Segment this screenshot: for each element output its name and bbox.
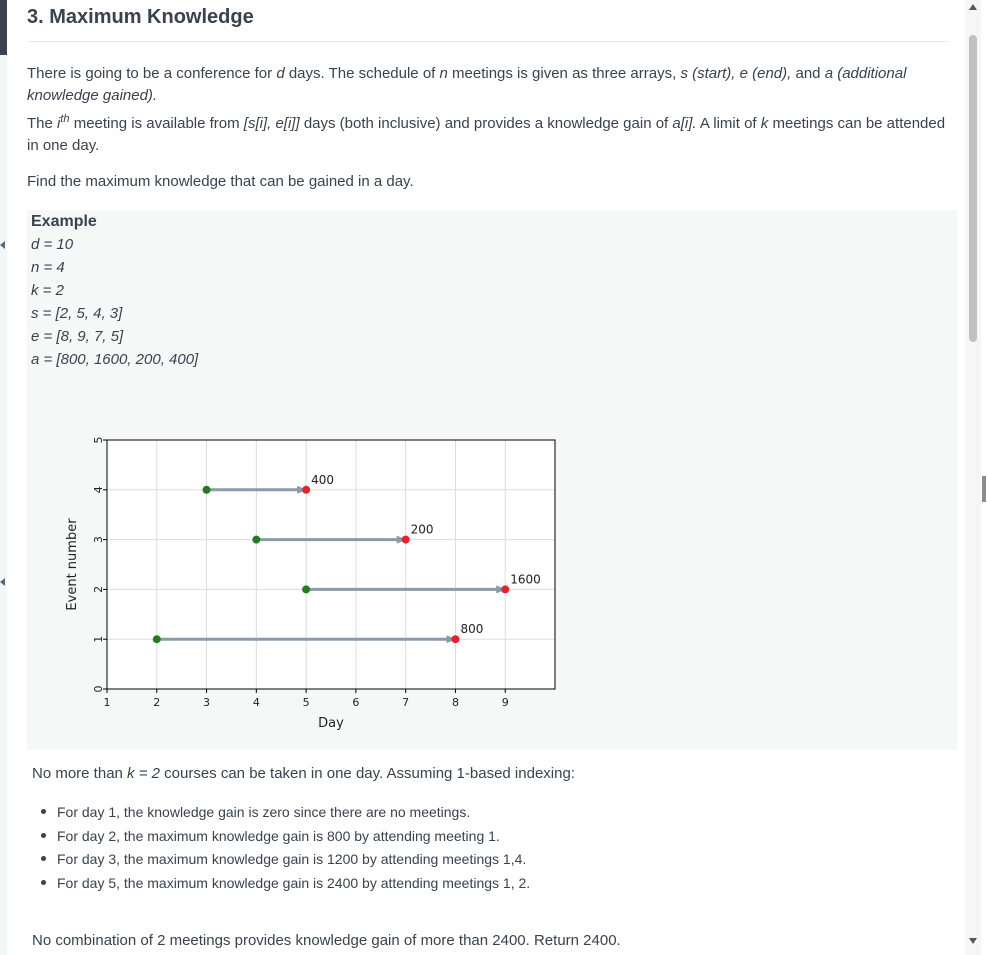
interval-value-label: 400 bbox=[311, 473, 334, 487]
problem-title: 3. Maximum Knowledge bbox=[27, 6, 254, 28]
end-point bbox=[451, 635, 460, 644]
example-heading: Example bbox=[31, 213, 97, 230]
scrollbar-thumb[interactable] bbox=[969, 35, 977, 342]
interval-value-label: 1600 bbox=[510, 572, 541, 586]
meeting-definition: The ith meeting is available from [s[i],… bbox=[27, 113, 946, 154]
conclusion-text: No combination of 2 meetings provides kn… bbox=[32, 932, 621, 949]
x-tick-label: 2 bbox=[153, 696, 160, 709]
list-item: For day 3, the maximum knowledge gain is… bbox=[40, 849, 530, 873]
interval-value-label: 800 bbox=[460, 622, 483, 636]
intro-paragraph: There is going to be a conference for d … bbox=[27, 65, 907, 104]
explanation-lead: No more than k = 2 courses can be taken … bbox=[32, 765, 575, 782]
example-k: k = 2 bbox=[31, 282, 64, 299]
meeting-interval-chart: 1 2 3 4 5 6 7 8 9 0 1 2 3 4 5 800 1600 200 400 Day Event num… bbox=[65, 437, 556, 731]
end-point bbox=[501, 585, 510, 594]
example-n: n = 4 bbox=[31, 259, 65, 276]
left-panel-header bbox=[0, 0, 7, 55]
collapse-arrow-icon[interactable] bbox=[0, 578, 5, 586]
resize-handle-icon[interactable] bbox=[982, 476, 986, 502]
y-tick-label: 5 bbox=[92, 437, 105, 444]
problem-statement: 3. Maximum Knowledge There is going to b… bbox=[7, 0, 965, 955]
scroll-down-icon[interactable] bbox=[969, 938, 977, 944]
title-divider bbox=[27, 41, 947, 42]
x-tick-label: 3 bbox=[203, 696, 210, 709]
example-e: e = [8, 9, 7, 5] bbox=[31, 328, 124, 345]
list-item: For day 5, the maximum knowledge gain is… bbox=[40, 873, 530, 897]
x-tick-label: 7 bbox=[402, 696, 409, 709]
x-tick-label: 6 bbox=[352, 696, 359, 709]
list-item: For day 1, the knowledge gain is zero si… bbox=[40, 802, 530, 826]
task-statement: Find the maximum knowledge that can be g… bbox=[27, 173, 414, 190]
y-tick-label: 1 bbox=[92, 636, 105, 643]
x-tick-label: 9 bbox=[502, 696, 509, 709]
y-tick-label: 2 bbox=[92, 586, 105, 593]
example-d: d = 10 bbox=[31, 236, 74, 253]
end-point bbox=[401, 535, 410, 544]
x-tick-label: 4 bbox=[253, 696, 260, 709]
x-tick-label: 5 bbox=[303, 696, 310, 709]
left-panel-strip bbox=[0, 0, 7, 955]
example-a: a = [800, 1600, 200, 400] bbox=[31, 351, 199, 368]
y-tick-label: 3 bbox=[92, 536, 105, 543]
example-s: s = [2, 5, 4, 3] bbox=[31, 305, 123, 322]
y-tick-label: 4 bbox=[92, 486, 105, 493]
plot-area bbox=[107, 440, 555, 689]
start-point bbox=[252, 535, 261, 544]
x-axis-label: Day bbox=[318, 716, 344, 731]
x-tick-label: 1 bbox=[104, 696, 111, 709]
start-point bbox=[202, 485, 211, 494]
interval-value-label: 200 bbox=[411, 523, 434, 537]
list-item: For day 2, the maximum knowledge gain is… bbox=[40, 826, 530, 850]
collapse-arrow-icon[interactable] bbox=[0, 241, 5, 249]
end-point bbox=[302, 485, 311, 494]
vertical-scrollbar[interactable] bbox=[965, 0, 981, 955]
start-point bbox=[152, 635, 161, 644]
explanation-list: For day 1, the knowledge gain is zero si… bbox=[40, 802, 530, 897]
x-tick-label: 8 bbox=[452, 696, 459, 709]
plot-frame bbox=[106, 439, 556, 690]
scroll-up-icon[interactable] bbox=[969, 4, 977, 10]
y-tick-label: 0 bbox=[92, 686, 105, 693]
y-axis-label: Event number bbox=[65, 518, 80, 611]
start-point bbox=[302, 585, 311, 594]
